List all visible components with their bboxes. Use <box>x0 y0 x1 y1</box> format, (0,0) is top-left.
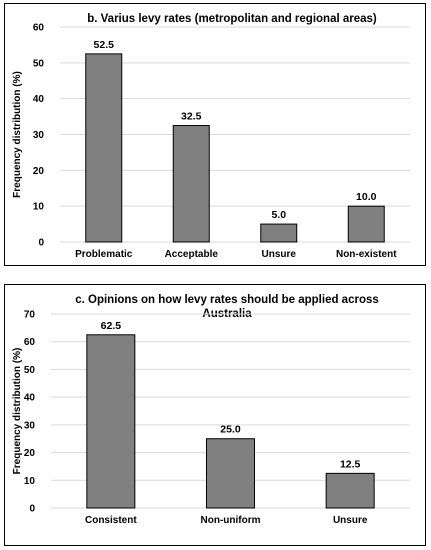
y-axis-label: Frequency distribution (%) <box>12 71 23 198</box>
bar <box>325 472 375 509</box>
y-tick-label: 30 <box>33 130 45 141</box>
y-tick-label: 20 <box>33 166 45 177</box>
data-label: 12.5 <box>340 458 361 470</box>
category-label: Non-uniform <box>201 515 261 526</box>
category-label: Unsure <box>333 515 368 526</box>
y-tick-label: 10 <box>33 202 45 213</box>
bar <box>260 223 298 243</box>
y-tick-label: 0 <box>38 238 44 249</box>
y-tick-label: 40 <box>33 94 45 105</box>
category-label: Non-existent <box>336 249 397 260</box>
bar <box>206 438 255 509</box>
y-tick-label: 20 <box>24 448 36 459</box>
data-label: 5.0 <box>271 209 286 221</box>
y-tick-label: 60 <box>33 23 45 34</box>
bar <box>85 53 123 243</box>
category-label: Unsure <box>262 249 297 260</box>
chart-b: b. Varius levy rates (metropolitan and r… <box>12 13 410 260</box>
category-label: Consistent <box>85 515 137 526</box>
data-label: 10.0 <box>356 191 377 203</box>
y-tick-label: 70 <box>24 310 36 321</box>
category-label: Problematic <box>75 249 133 260</box>
category-label: Acceptable <box>165 249 219 260</box>
y-tick-label: 60 <box>24 337 36 348</box>
data-label: 32.5 <box>181 111 202 123</box>
y-tick-label: 50 <box>24 365 36 376</box>
data-label: 25.0 <box>220 424 241 436</box>
bar <box>347 205 385 243</box>
chart-title-line: c. Opinions on how levy rates should be … <box>75 294 379 306</box>
panel-b: b. Varius levy rates (metropolitan and r… <box>4 3 426 266</box>
y-tick-label: 0 <box>29 504 35 515</box>
panel-c: c. Opinions on how levy rates should be … <box>4 284 426 546</box>
data-label: 52.5 <box>94 39 115 51</box>
bar <box>86 334 136 509</box>
y-tick-label: 30 <box>24 420 36 431</box>
y-axis-label: Frequency distribution (%) <box>12 348 23 475</box>
chart-title-line: b. Varius levy rates (metropolitan and r… <box>87 13 377 25</box>
y-tick-label: 40 <box>24 393 36 404</box>
data-label: 62.5 <box>101 320 122 332</box>
bar <box>172 125 210 243</box>
y-tick-label: 10 <box>24 476 36 487</box>
y-tick-label: 50 <box>33 58 45 69</box>
chart-c: c. Opinions on how levy rates should be … <box>12 294 410 526</box>
